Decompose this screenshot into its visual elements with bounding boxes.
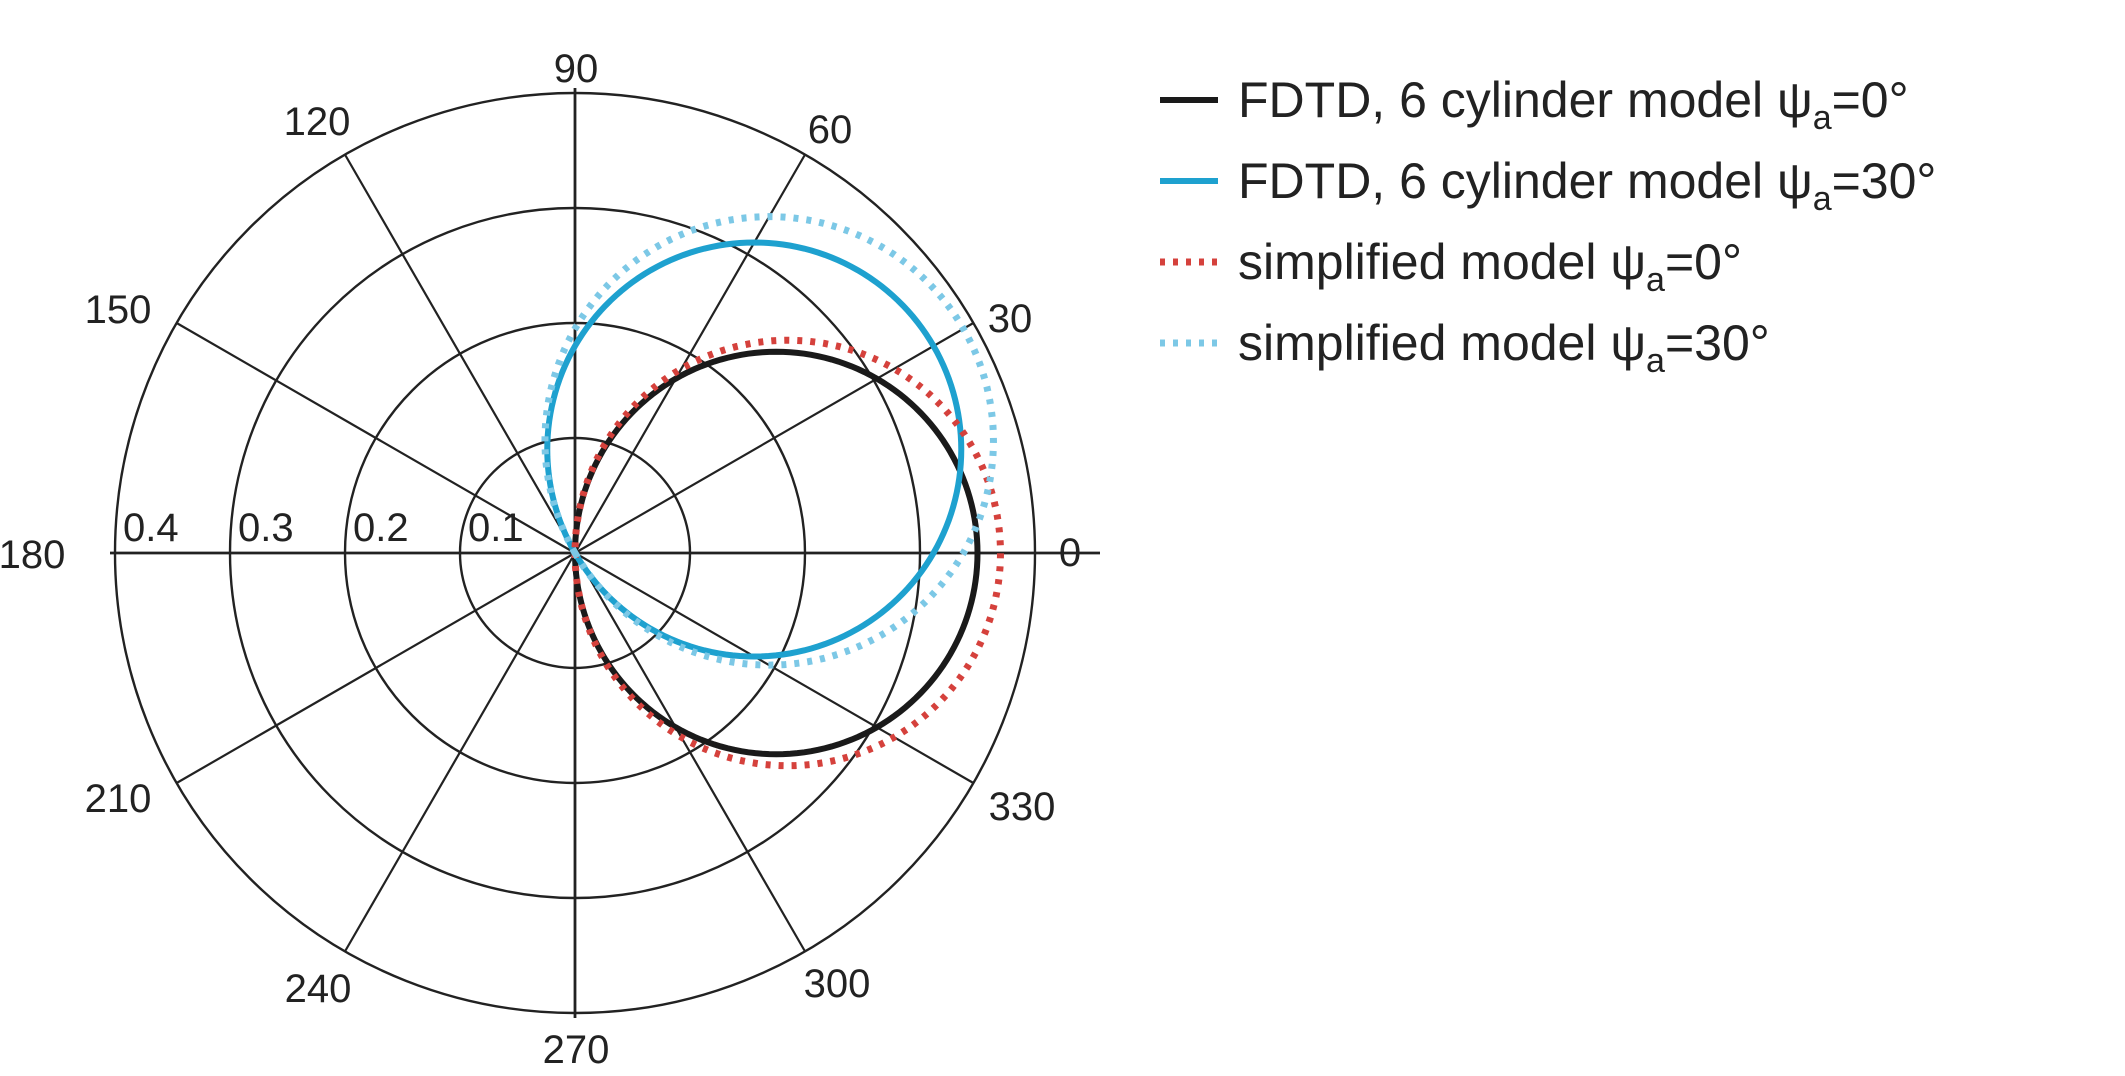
angle-tick-label-150: 150 bbox=[85, 288, 152, 332]
spoke-120 bbox=[344, 154, 576, 554]
spoke-30 bbox=[574, 322, 974, 554]
spoke-210 bbox=[176, 552, 576, 784]
radial-labels: 0.1 0.2 0.3 0.4 bbox=[123, 506, 524, 550]
legend-label-2: FDTD, 6 cylinder model ψa=30° bbox=[1238, 153, 1936, 218]
angle-tick-label-240: 240 bbox=[285, 967, 352, 1011]
angle-tick-label-90: 90 bbox=[554, 47, 599, 91]
angle-tick-label-210: 210 bbox=[85, 777, 152, 821]
radial-tick-label-2: 0.2 bbox=[353, 506, 409, 550]
series-1-curve bbox=[571, 348, 981, 758]
angle-tick-label-180: 180 bbox=[0, 533, 65, 577]
series-layer bbox=[541, 213, 1005, 770]
spoke-60 bbox=[574, 154, 806, 554]
angle-tick-label-30: 30 bbox=[988, 297, 1033, 341]
legend: FDTD, 6 cylinder model ψa=0° FDTD, 6 cyli… bbox=[1160, 72, 1936, 380]
legend-label-4: simplified model ψa=30° bbox=[1238, 315, 1770, 380]
angle-tick-label-330: 330 bbox=[989, 785, 1056, 829]
series-4-curve bbox=[541, 213, 997, 669]
spoke-300 bbox=[574, 552, 806, 952]
series-3-curve bbox=[571, 336, 1005, 770]
angle-tick-label-300: 300 bbox=[804, 962, 871, 1006]
legend-label-3: simplified model ψa=0° bbox=[1238, 234, 1742, 299]
spoke-240 bbox=[344, 552, 576, 952]
radial-tick-label-4: 0.4 bbox=[123, 506, 179, 550]
polar-grid bbox=[110, 88, 1100, 1018]
radial-tick-label-3: 0.3 bbox=[238, 506, 294, 550]
series-2-curve bbox=[544, 239, 965, 660]
legend-label-1: FDTD, 6 cylinder model ψa=0° bbox=[1238, 72, 1909, 137]
angle-tick-label-120: 120 bbox=[284, 100, 351, 144]
angle-tick-label-0: 0 bbox=[1059, 531, 1081, 575]
angle-tick-label-270: 270 bbox=[543, 1028, 610, 1072]
radial-tick-label-1: 0.1 bbox=[468, 506, 524, 550]
angle-labels: 0 30 60 90 120 150 180 210 240 270 300 330 bbox=[0, 47, 1081, 1072]
angle-tick-label-60: 60 bbox=[808, 108, 853, 152]
spoke-150 bbox=[176, 322, 576, 554]
spoke-330 bbox=[574, 552, 974, 784]
